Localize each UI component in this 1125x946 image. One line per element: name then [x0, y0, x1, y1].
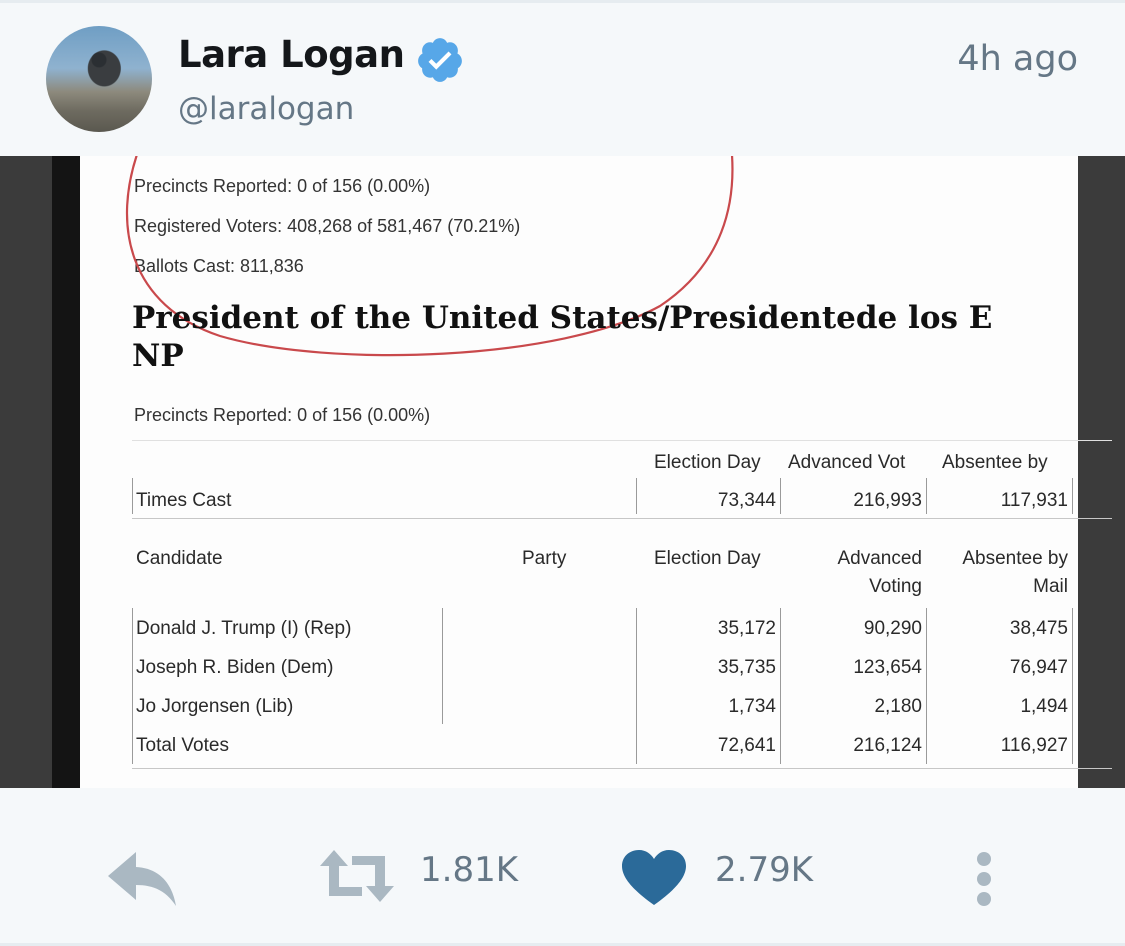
avatar[interactable]	[46, 26, 152, 132]
row-biden-advanced: 123,654	[853, 657, 922, 678]
header-absentee-2: Mail	[1033, 576, 1068, 597]
table-border	[132, 478, 133, 514]
table-rule	[132, 440, 1112, 441]
table-border	[1072, 608, 1073, 764]
table-border	[926, 608, 927, 764]
race-title-line1: President of the United States/President…	[132, 300, 993, 336]
times-cast-absentee: 117,931	[1000, 490, 1068, 511]
times-cast-label: Times Cast	[136, 490, 232, 511]
race-precincts: Precincts Reported: 0 of 156 (0.00%)	[134, 405, 431, 425]
times-cast-advanced: 216,993	[853, 490, 922, 511]
retweet-icon[interactable]	[320, 848, 394, 904]
row-jorgensen-election-day: 1,734	[728, 696, 776, 717]
top-divider	[0, 0, 1125, 3]
row-trump-absentee: 38,475	[1009, 618, 1068, 639]
timestamp[interactable]: 4h ago	[957, 39, 1078, 79]
row-biden-name: Joseph R. Biden (Dem)	[136, 657, 334, 678]
header-advanced-1: Advanced	[837, 548, 922, 569]
row-trump-name: Donald J. Trump (I) (Rep)	[136, 618, 352, 639]
row-jorgensen-absentee: 1,494	[1020, 696, 1068, 717]
row-trump-advanced: 90,290	[863, 618, 922, 639]
heart-icon[interactable]	[622, 850, 686, 906]
verified-badge-icon	[418, 38, 462, 82]
table-border	[636, 478, 637, 514]
display-name[interactable]: Lara Logan	[178, 33, 405, 76]
row-biden-election-day: 35,735	[717, 657, 776, 678]
registered-voters: Registered Voters: 408,268 of 581,467 (7…	[134, 216, 521, 236]
table-border	[780, 478, 781, 514]
header-election-day: Election Day	[654, 452, 761, 473]
tweet-header: Lara Logan @laralogan 4h ago	[0, 3, 1125, 156]
retweet-count[interactable]: 1.81K	[420, 850, 518, 890]
table-border	[132, 608, 133, 764]
table-border	[1072, 478, 1073, 514]
header-party: Party	[522, 548, 567, 569]
table-border	[636, 608, 637, 764]
row-biden-absentee: 76,947	[1009, 657, 1068, 678]
tweet-actions: 1.81K 2.79K	[0, 788, 1125, 946]
reply-icon[interactable]	[106, 848, 178, 908]
document-image: Precincts Reported: 0 of 156 (0.00%) Reg…	[52, 156, 1112, 788]
table-rule	[132, 768, 1112, 769]
table-border	[926, 478, 927, 514]
precincts-reported: Precincts Reported: 0 of 156 (0.00%)	[134, 176, 431, 196]
header-election-day-2: Election Day	[654, 548, 761, 569]
row-total-absentee: 116,927	[1000, 735, 1068, 756]
table-border	[442, 608, 443, 724]
row-jorgensen-advanced: 2,180	[874, 696, 922, 717]
bottom-divider	[0, 943, 1125, 946]
row-total-advanced: 216,124	[853, 735, 922, 756]
table-border	[780, 608, 781, 764]
row-total-election-day: 72,641	[717, 735, 776, 756]
header-absentee: Absentee by	[942, 452, 1048, 473]
like-count[interactable]: 2.79K	[715, 850, 813, 890]
row-jorgensen-name: Jo Jorgensen (Lib)	[136, 696, 294, 717]
header-advanced: Advanced Vot	[788, 452, 906, 473]
handle[interactable]: @laralogan	[178, 91, 355, 127]
ballots-cast: Ballots Cast: 811,836	[134, 256, 304, 276]
race-title-line2: NP	[132, 338, 184, 374]
table-rule	[132, 518, 1112, 519]
times-cast-election-day: 73,344	[717, 490, 776, 511]
tweet-media[interactable]: Precincts Reported: 0 of 156 (0.00%) Reg…	[0, 156, 1125, 788]
row-trump-election-day: 35,172	[717, 618, 776, 639]
more-vertical-icon[interactable]	[973, 850, 995, 908]
row-total-name: Total Votes	[136, 735, 229, 756]
header-absentee-1: Absentee by	[962, 548, 1068, 569]
header-candidate: Candidate	[136, 548, 223, 569]
header-advanced-2: Voting	[869, 576, 922, 597]
race-title: President of the United States/President…	[132, 299, 992, 375]
